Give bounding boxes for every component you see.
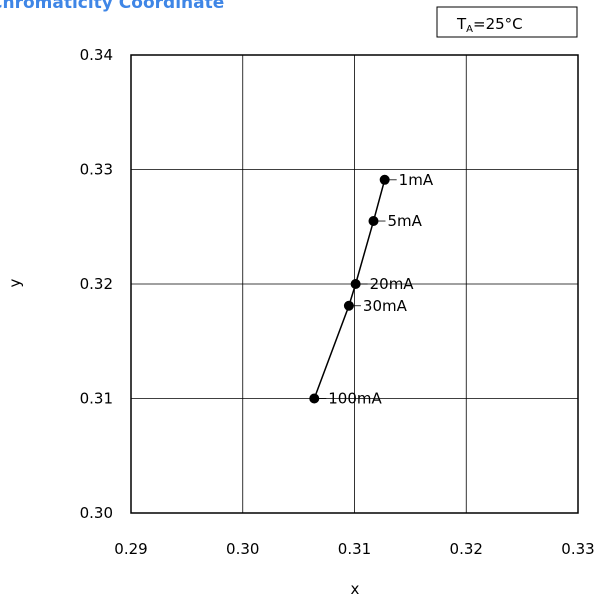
x-tick-label: 0.32 bbox=[450, 540, 483, 558]
x-axis-label: x bbox=[351, 580, 360, 598]
y-axis-label: y bbox=[6, 278, 24, 287]
x-tick-labels: 0.29 0.30 0.31 0.32 0.33 bbox=[114, 540, 594, 558]
y-tick-label: 0.31 bbox=[80, 390, 113, 408]
point-label: 100mA bbox=[328, 390, 382, 408]
x-tick-label: 0.31 bbox=[338, 540, 371, 558]
data-points bbox=[309, 174, 390, 404]
x-tick-label: 0.29 bbox=[114, 540, 147, 558]
condition-box: TA=25°C bbox=[436, 6, 578, 38]
condition-sub: A bbox=[466, 24, 473, 35]
condition-rest: =25°C bbox=[473, 15, 523, 33]
y-tick-labels: 0.30 0.31 0.32 0.33 0.34 bbox=[80, 46, 113, 522]
condition-main: T bbox=[456, 15, 467, 33]
y-tick-label: 0.32 bbox=[80, 275, 113, 293]
condition-label: TA=25°C bbox=[456, 15, 523, 35]
data-point-1mA bbox=[379, 174, 390, 185]
data-point-20mA bbox=[350, 279, 361, 289]
point-label: 5mA bbox=[387, 212, 422, 230]
point-label: 30mA bbox=[363, 297, 408, 315]
x-tick-label: 0.30 bbox=[226, 540, 259, 558]
y-tick-label: 0.33 bbox=[80, 161, 113, 179]
point-label: 1mA bbox=[399, 171, 434, 189]
x-tick-label: 0.33 bbox=[561, 540, 594, 558]
point-label: 20mA bbox=[370, 275, 415, 293]
plot-frame bbox=[130, 54, 579, 514]
chart-title: Chromaticity Coordinate bbox=[0, 0, 224, 13]
data-point-5mA bbox=[368, 216, 379, 227]
y-tick-label: 0.30 bbox=[80, 504, 113, 522]
point-labels: 1mA 5mA 20mA 30mA 100mA bbox=[328, 171, 434, 408]
data-point-100mA bbox=[309, 393, 320, 404]
data-point-30mA bbox=[343, 300, 354, 311]
y-tick-label: 0.34 bbox=[80, 46, 113, 64]
